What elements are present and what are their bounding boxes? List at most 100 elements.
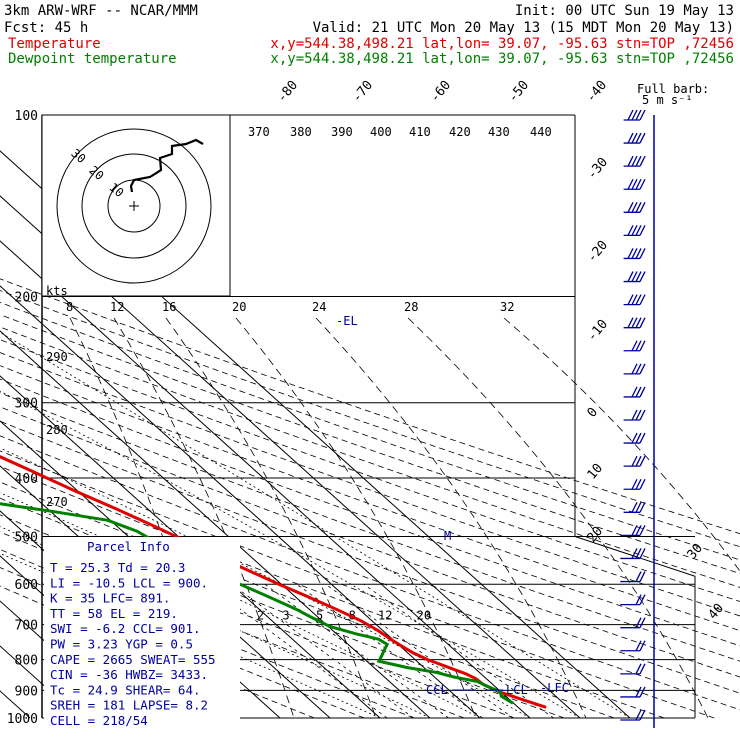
pressure-tick-label: 800 [15,654,38,669]
dry-adiabat [0,352,740,617]
isotherm-labels: -80 -70 -60 -50 -40 -30 -20 -10 0 10 20 30 40 [275,78,728,623]
model-title: 3km ARW-WRF -- NCAR/MMM [4,3,198,19]
legend-dewpoint: Dewpoint temperature [8,51,177,67]
init-time: Init: 00 UTC Sun 19 May 13 [515,3,734,19]
wind-barb [620,525,646,537]
parcel-info-row: LI = -10.5 LCL = 900. [50,575,208,590]
speed-guide [235,317,477,719]
parcel-info-row: TT = 58 EL = 219. [50,606,178,621]
el-marker: -EL [336,314,358,328]
valid-time: Valid: 21 UTC Mon 20 May 13 (15 MDT Mon … [313,20,734,36]
parcel-info-row: T = 25.3 Td = 20.3 [50,560,185,575]
pressure-tick-label: 900 [15,684,38,699]
wind-barb [620,663,646,675]
parcel-info-row: K = 35 LFC= 891. [50,591,170,606]
mixing-ratio-label: 2 [257,609,264,623]
wind-barb [620,548,646,560]
wind-barb [620,571,646,583]
kts-label: kts [46,284,68,298]
speed-tick-label: 20 [232,300,246,314]
mixing-ratio-label: 5 [316,609,323,623]
pressure-tick-label: 300 [15,397,38,412]
dry-adiabat [0,406,740,678]
wind-barb [620,594,646,606]
isotherm-label: 40 [706,601,728,623]
hodograph-ring-20 [81,153,187,259]
speed-guide [503,317,740,572]
mixing-ratio-line [264,583,449,719]
m-marker: M [444,529,451,543]
theta-label: 370 [248,125,270,139]
wind-barb [620,709,646,721]
wind-barb [620,617,646,629]
isotherm-label: -80 [275,78,302,106]
isotherm-line [0,285,481,719]
parcel-info-row: CELL = 218/54 [50,713,148,728]
speed-guide [407,317,709,719]
isotherm-line [0,330,431,719]
wind-barb [623,271,646,283]
theta-label: 380 [290,125,312,139]
pressure-tick-label: 100 [15,109,38,124]
wind-barb [623,109,646,121]
speed-guide [165,317,377,719]
height-labels: 290 280 270 [46,350,68,509]
pressure-labels: 100 200 300 400 500 600 700 800 900 1000 [7,109,38,727]
speed-tick-label: 24 [312,300,326,314]
isotherm-label: -50 [506,78,533,106]
speed-tick-label: 12 [110,300,124,314]
theta-label: 390 [331,125,353,139]
dewpoint-profile [0,502,514,705]
forecast-hour: Fcst: 45 h [4,20,88,36]
wind-barb [623,155,646,167]
pressure-tick-label: 1000 [7,712,38,727]
wind-barb [623,340,646,352]
wind-barb [623,478,646,490]
parcel-info-row: CAPE = 2665 SWEAT= 555 [50,652,216,667]
wind-barb [620,640,646,652]
parcel-info-row: CIN = -36 HWBZ= 3433. [50,667,208,682]
parcel-info-title: Parcel Info [87,539,170,554]
wind-barb [623,225,646,237]
barb-legend-title: Full barb: [637,82,709,96]
dry-adiabat [0,339,740,602]
wind-barb [623,294,646,306]
height-label: 290 [46,350,68,364]
theta-label: 420 [449,125,471,139]
isotherm-line [0,600,131,719]
isotherm-line [0,195,581,719]
isotherm-label: -60 [428,78,455,106]
isotherm-label: -30 [585,155,612,183]
isotherm-label: 0 [585,405,602,421]
wind-barb [623,363,646,375]
isotherm-label: 10 [585,461,607,483]
ccl-marker: CCL [426,683,448,697]
hodograph-trace [129,138,204,193]
wind-barb [623,432,646,444]
wind-barb [620,686,646,698]
speed-tick-label: 28 [404,300,418,314]
speed-guide [315,317,587,719]
mixing-ratio-label: 12 [378,609,392,623]
pressure-tick-label: 500 [15,530,38,545]
parcel-info-row: SREH = 181 LAPSE= 8.2 [50,698,208,713]
hodograph-ring-30 [56,128,212,284]
theta-label: 410 [409,125,431,139]
speed-tick-label: 8 [66,300,73,314]
isotherm-label: -10 [585,317,612,345]
speed-tick-label: 32 [500,300,514,314]
dry-adiabat [0,567,365,719]
mixing-ratio-label: 3 [282,609,289,623]
isotherm-label: -20 [585,238,612,266]
wind-barb [623,132,646,144]
mixing-ratio-line [206,583,388,719]
isotherm-label: -40 [584,78,611,106]
wind-barb [623,317,646,329]
hodograph: 30 20 10 [41,114,231,297]
parcel-info-box: Parcel Info T = 25.3 Td = 20.3LI = -10.5… [44,537,240,728]
dry-adiabat [0,314,740,574]
wind-barbs [620,109,655,728]
pressure-tick-label: 600 [15,578,38,593]
pressure-tick-label: 700 [15,619,38,634]
